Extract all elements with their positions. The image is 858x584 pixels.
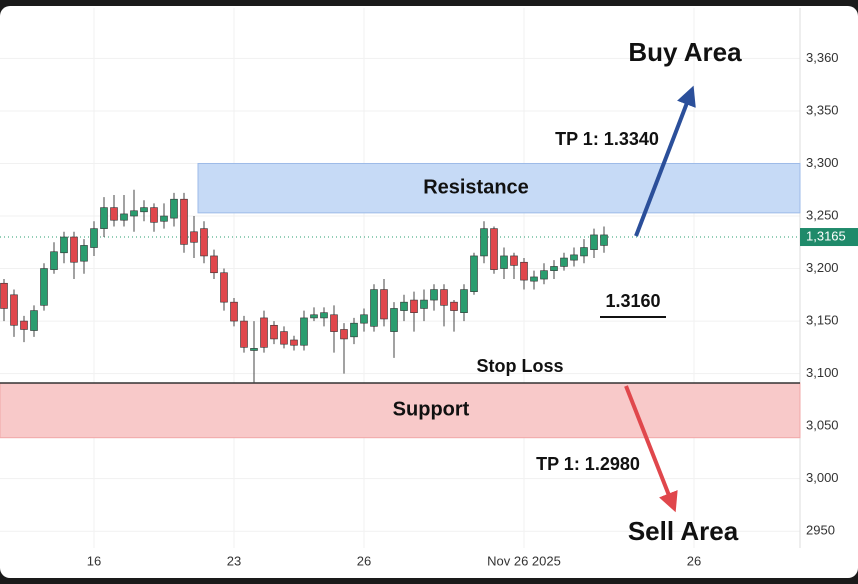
tp-sell: TP 1: 1.2980: [536, 454, 640, 474]
x-tick-label: 26: [687, 553, 701, 568]
y-tick-label: 3,100: [806, 365, 839, 380]
last-price-label: 1,3165: [806, 228, 846, 243]
candle-body: [270, 324, 278, 340]
support-zone-label: Support: [393, 399, 470, 421]
x-tick-label: 26: [357, 553, 371, 568]
candle-body: [590, 234, 598, 250]
candle-body: [410, 299, 418, 313]
candle-body: [460, 289, 468, 313]
candle-body: [60, 236, 68, 254]
candle-body: [520, 261, 528, 281]
candle-body: [70, 236, 78, 263]
sell-arrow: [624, 385, 678, 513]
stop-loss-label: Stop Loss: [476, 356, 563, 376]
support-zone: [0, 382, 801, 439]
candle-body: [340, 329, 348, 340]
x-tick-label: 16: [87, 553, 101, 568]
candle-body: [400, 301, 408, 311]
candle-body: [250, 348, 258, 351]
candle-body: [160, 215, 168, 222]
candle-body: [490, 228, 498, 270]
last-price-tag: [800, 228, 858, 247]
candle-body: [170, 198, 178, 219]
candle-body: [380, 289, 388, 320]
candle-body: [290, 339, 298, 346]
y-tick-label: 2950: [806, 523, 835, 538]
tp-buy: TP 1: 1.3340: [555, 129, 659, 149]
candle-body: [360, 314, 368, 324]
candle-body: [140, 207, 148, 213]
background: [0, 6, 858, 578]
candle-body: [370, 289, 378, 327]
candle-body: [0, 282, 8, 309]
candle-body: [180, 198, 188, 245]
candle-body: [80, 245, 88, 262]
candle-body: [330, 314, 338, 332]
candle-body: [230, 301, 238, 322]
candle-body: [200, 228, 208, 257]
candle-body: [40, 268, 48, 306]
candle-body: [440, 289, 448, 306]
candle-body: [550, 266, 558, 271]
candle-body: [220, 272, 228, 303]
y-tick-label: 3,050: [806, 418, 839, 433]
candle-body: [430, 289, 438, 301]
resistance-zone: [197, 162, 801, 214]
candle-body: [350, 322, 358, 338]
candle-body: [310, 314, 318, 319]
candle-body: [150, 207, 158, 223]
candle-body: [110, 207, 118, 221]
y-tick-label: 3,150: [806, 313, 839, 328]
y-tick-label: 3,350: [806, 102, 839, 117]
candle-body: [450, 301, 458, 311]
candle-body: [240, 320, 248, 348]
candle-body: [320, 312, 328, 319]
x-tick-label: Nov 26 2025: [487, 553, 561, 568]
buy-arrow: [634, 85, 696, 237]
candle-body: [300, 317, 308, 346]
candle-body: [540, 270, 548, 280]
candle-body: [480, 228, 488, 257]
candle-body: [500, 255, 508, 269]
candle-body: [420, 299, 428, 309]
candle-body: [130, 210, 138, 217]
resistance-zone-label: Resistance: [423, 176, 529, 198]
candle-body: [390, 308, 398, 332]
candle-body: [10, 294, 18, 326]
candle-body: [530, 276, 538, 282]
candle-body: [600, 234, 608, 246]
candle-body: [580, 247, 588, 257]
sell-label: Sell Area: [628, 516, 739, 546]
y-tick-label: 3,200: [806, 260, 839, 275]
y-tick-label: 3,360: [806, 50, 839, 65]
candle-body: [120, 213, 128, 221]
candle-body: [20, 320, 28, 330]
candle-body: [570, 254, 578, 261]
candle-body: [30, 310, 38, 331]
candle-body: [190, 231, 198, 243]
candle-body: [100, 207, 108, 229]
y-tick-label: 3,000: [806, 470, 839, 485]
candle-body: [210, 255, 218, 274]
candle-body: [90, 228, 98, 248]
y-tick-label: 3,250: [806, 207, 839, 222]
entry-label: 1.3160: [605, 291, 660, 311]
y-tick-label: 3,300: [806, 155, 839, 170]
candle-body: [560, 257, 568, 267]
candle-body: [510, 255, 518, 266]
buy-label: Buy Area: [628, 37, 742, 67]
candle-body: [50, 251, 58, 270]
x-tick-label: 23: [227, 553, 241, 568]
candle-body: [260, 317, 268, 348]
candle-body: [470, 255, 478, 292]
candle-body: [280, 331, 288, 345]
